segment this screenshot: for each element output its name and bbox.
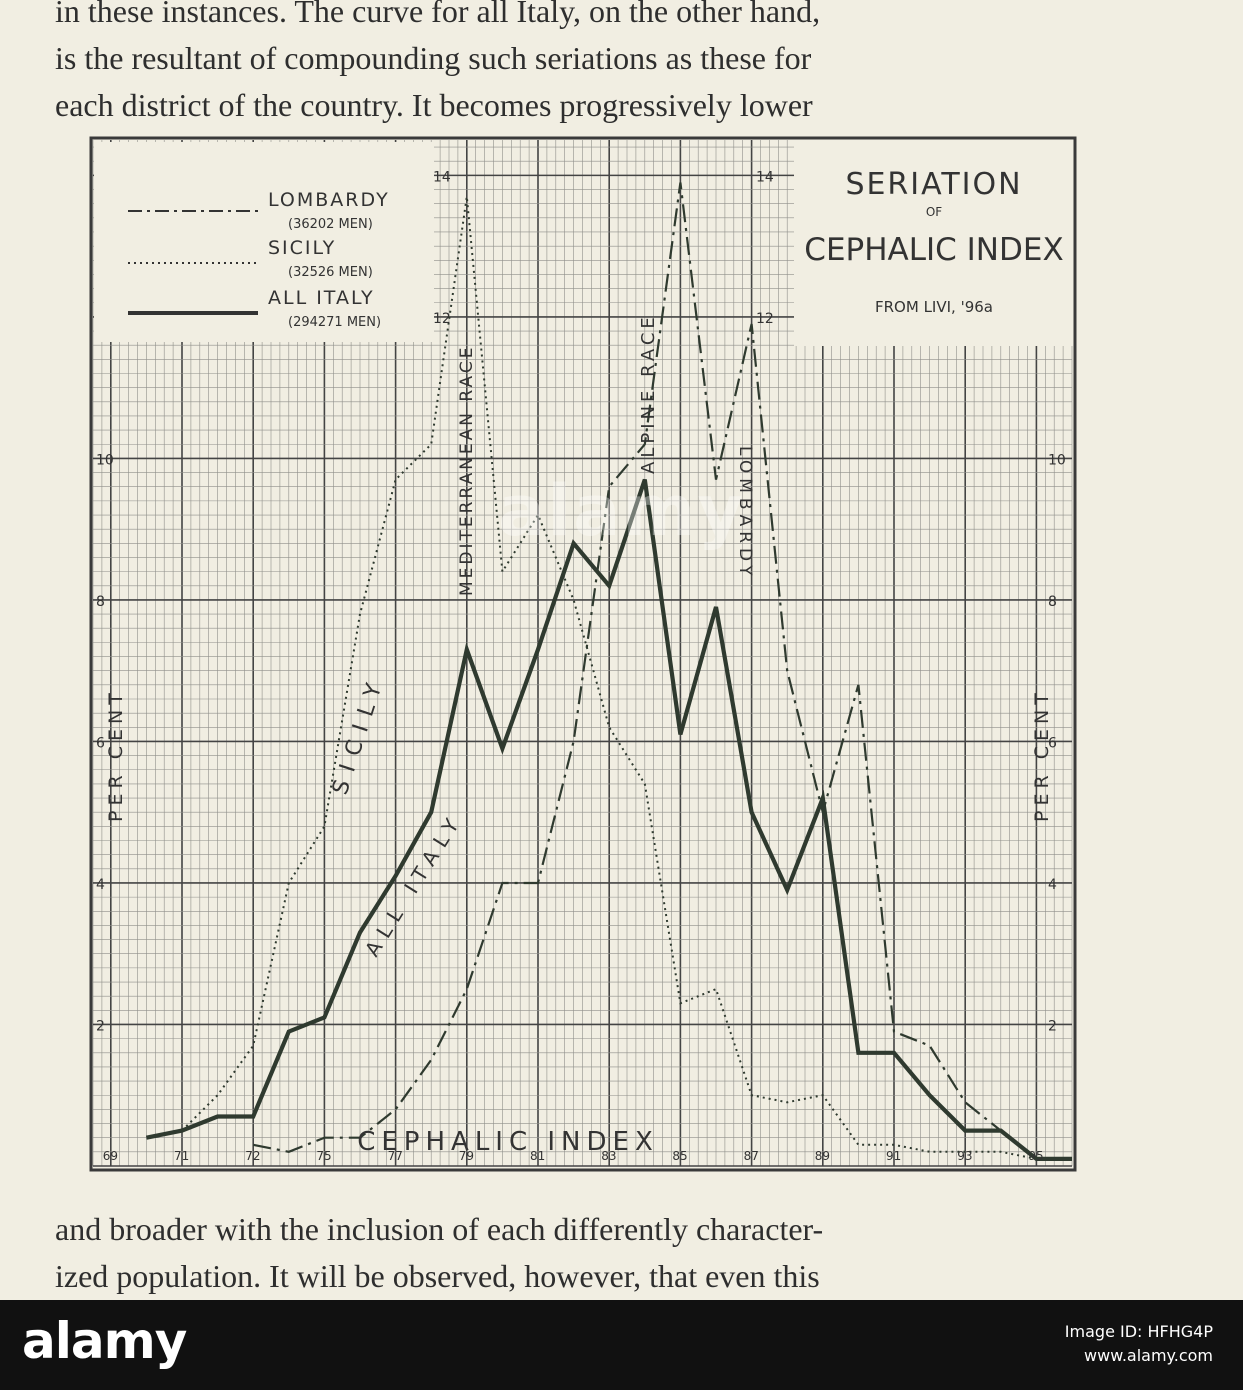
x-tick-label: 83 <box>601 1149 616 1163</box>
y-tick-label-left: 10 <box>96 452 114 468</box>
chart-title: SERIATION <box>845 167 1022 202</box>
x-tick-label: 72 <box>245 1149 260 1163</box>
x-tick-label: 91 <box>886 1149 901 1163</box>
annotation-all-italy: ALL ITALY <box>360 808 468 961</box>
paragraph-top: in these instances. The curve for all It… <box>55 0 1205 129</box>
chart-title-box: SERIATION OF CEPHALIC INDEX FROM LIVI, '… <box>794 140 1074 346</box>
x-tick-label: 85 <box>672 1149 687 1163</box>
site-url: www.alamy.com <box>1084 1346 1213 1365</box>
text-line: each district of the country. It becomes… <box>55 87 813 123</box>
chart-legend: LOMBARDY (36202 MEN) SICILY (32526 MEN) … <box>94 142 434 342</box>
text-line: ized population. It will be observed, ho… <box>55 1258 820 1294</box>
y-axis-label-right: PER CENT <box>1031 688 1053 822</box>
x-tick-label: 71 <box>174 1149 189 1163</box>
y-tick-label-right: 8 <box>1048 594 1057 610</box>
chart-title-of: OF <box>926 205 942 219</box>
text-line: and broader with the inclusion of each d… <box>55 1211 824 1247</box>
series-line-lombardy <box>252 182 1072 1161</box>
legend-label-all-italy: ALL ITALY <box>268 287 375 309</box>
legend-count-lombardy: (36202 MEN) <box>288 217 373 232</box>
y-tick-label-inner: 12 <box>433 311 451 327</box>
annotation-lombardy: LOMBARDY <box>735 446 755 581</box>
legend-count-all-italy: (294271 MEN) <box>288 315 381 330</box>
x-tick-label: 89 <box>815 1149 830 1163</box>
legend-label-lombardy: LOMBARDY <box>268 189 390 211</box>
y-tick-label-inner: 12 <box>756 311 774 327</box>
chart-title-main: CEPHALIC INDEX <box>804 232 1063 268</box>
x-tick-label: 93 <box>957 1149 972 1163</box>
chart-series <box>145 182 1072 1162</box>
chart-frame <box>89 136 1077 1172</box>
image-id-label: Image ID: HFHG4P <box>1064 1322 1213 1341</box>
series-line-all-italy <box>145 478 1072 1162</box>
text-line: is the resultant of compounding such ser… <box>55 40 812 76</box>
text-line: in these instances. The curve for all It… <box>55 0 821 29</box>
y-tick-label-right: 10 <box>1048 452 1066 468</box>
x-tick-label: 79 <box>459 1149 474 1163</box>
y-tick-label-inner: 14 <box>756 169 774 185</box>
image-id: Image ID: HFHG4P www.alamy.com <box>1065 1320 1213 1368</box>
legend-label-sicily: SICILY <box>268 237 336 259</box>
annotation-sicily: SICILY <box>328 671 390 798</box>
y-axis-label-left: PER CENT <box>105 688 127 822</box>
y-tick-label-left: 8 <box>96 594 105 610</box>
annotation-mediterranean-race: MEDITERRANEAN RACE <box>457 345 477 596</box>
paragraph-bottom: and broader with the inclusion of each d… <box>55 1206 1205 1300</box>
y-tick-label-right: 4 <box>1048 877 1057 893</box>
cephalic-index-chart: 69 71 72 75 77 79 81 83 85 87 89 91 93 95 2 2 4 4 6 6 8 8 10 10… <box>89 136 1077 1172</box>
alamy-logo: alamy <box>22 1312 187 1370</box>
y-tick-label-inner: 14 <box>433 169 451 185</box>
chart-figure: 69 71 72 75 77 79 81 83 85 87 89 91 93 95 2 2 4 4 6 6 8 8 10 10… <box>88 136 1078 1176</box>
x-tick-label: 75 <box>316 1149 331 1163</box>
legend-count-sicily: (32526 MEN) <box>288 265 373 280</box>
y-tick-label-left: 2 <box>96 1018 105 1034</box>
x-tick-label: 87 <box>744 1149 759 1163</box>
x-axis-label: CEPHALIC INDEX <box>357 1127 659 1157</box>
chart-source: FROM LIVI, '96a <box>875 298 993 316</box>
y-tick-label-right: 2 <box>1048 1018 1057 1034</box>
y-tick-label-left: 4 <box>96 877 105 893</box>
stock-footer: alamy Image ID: HFHG4P www.alamy.com <box>0 1300 1243 1390</box>
x-tick-label: 69 <box>103 1149 118 1163</box>
x-tick-label: 95 <box>1028 1149 1043 1163</box>
y-tick-label-left: 6 <box>96 735 105 751</box>
y-tick-label-right: 6 <box>1048 735 1057 751</box>
title-background <box>794 140 1074 346</box>
legend-background <box>94 142 434 342</box>
x-tick-label: 77 <box>388 1149 403 1163</box>
annotation-alpine-race: ALPINE RACE <box>638 313 659 474</box>
x-tick-label: 81 <box>530 1149 545 1163</box>
